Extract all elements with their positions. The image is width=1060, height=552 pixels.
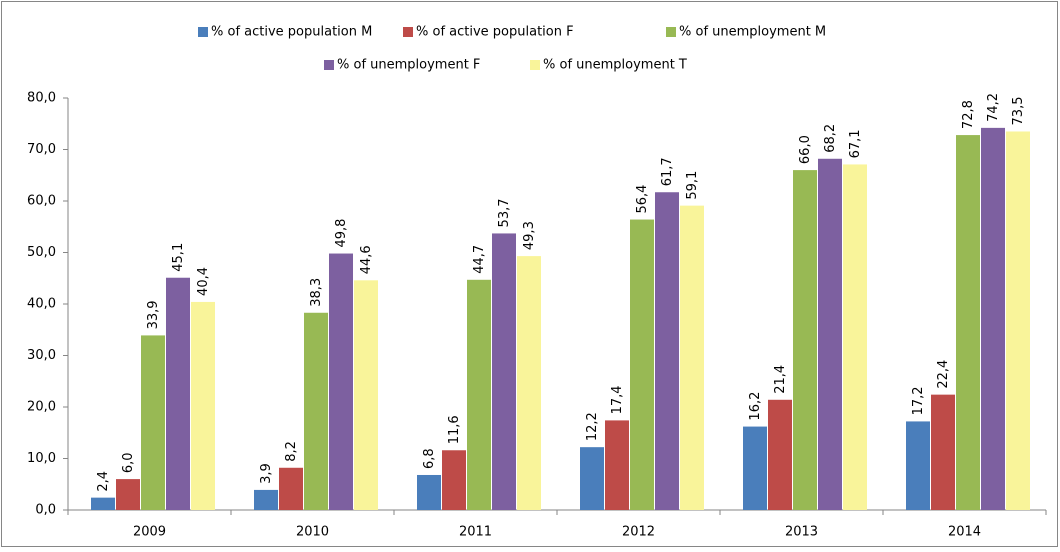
value-label: 44,6: [359, 245, 374, 274]
bar: [605, 420, 629, 510]
value-label: 45,1: [171, 243, 186, 272]
y-tick-label: 70,0: [27, 142, 56, 157]
value-label: 3,9: [259, 463, 274, 484]
bar: [956, 135, 980, 510]
bar: [843, 164, 867, 510]
bar: [116, 479, 140, 510]
value-label: 17,2: [911, 386, 926, 415]
x-tick-label: 2013: [785, 525, 818, 540]
y-tick-label: 20,0: [27, 400, 56, 415]
legend-swatch: [666, 27, 676, 37]
y-tick-label: 10,0: [27, 451, 56, 466]
value-label: 2,4: [96, 471, 111, 492]
bar: [254, 489, 278, 510]
bar: [442, 450, 466, 510]
bar: [417, 474, 441, 510]
bar: [931, 394, 955, 510]
bar: [467, 279, 491, 510]
bar: [981, 127, 1005, 511]
value-label: 49,3: [522, 221, 537, 250]
bar: [655, 192, 679, 510]
x-tick-label: 2010: [296, 525, 329, 540]
value-label: 16,2: [748, 392, 763, 421]
value-label: 49,8: [334, 219, 349, 248]
value-label: 38,3: [309, 278, 324, 307]
legend-label: % of unemployment F: [337, 58, 480, 73]
value-label: 22,4: [936, 360, 951, 389]
y-tick-label: 80,0: [27, 91, 56, 106]
legend-label: % of unemployment M: [679, 25, 826, 40]
bar: [1006, 131, 1030, 510]
value-label: 66,0: [798, 135, 813, 164]
y-tick-label: 40,0: [27, 297, 56, 312]
value-label: 17,4: [610, 385, 625, 414]
bar: [354, 280, 378, 510]
bar: [793, 170, 817, 510]
bar: [680, 205, 704, 510]
value-label: 44,7: [472, 245, 487, 274]
bar: [304, 312, 328, 510]
value-label: 8,2: [284, 441, 299, 462]
value-label: 59,1: [685, 171, 700, 200]
legend-swatch: [403, 27, 413, 37]
bar: [279, 467, 303, 510]
x-tick-label: 2009: [133, 525, 166, 540]
legend-swatch: [530, 60, 540, 70]
value-label: 12,2: [585, 412, 600, 441]
legend-swatch: [198, 27, 208, 37]
y-tick-label: 50,0: [27, 245, 56, 260]
value-label: 21,4: [773, 365, 788, 394]
bar: [141, 335, 165, 510]
x-tick-label: 2014: [948, 525, 981, 540]
legend-label: % of active population M: [211, 25, 372, 40]
bar: [191, 301, 215, 510]
value-label: 6,0: [121, 452, 136, 473]
bar: [580, 447, 604, 510]
legend-label: % of active population F: [416, 25, 574, 40]
value-label: 33,9: [146, 300, 161, 329]
legend-swatch: [324, 60, 334, 70]
value-label: 53,7: [497, 198, 512, 227]
bar: [329, 253, 353, 510]
bar: [517, 256, 541, 510]
value-label: 56,4: [635, 185, 650, 214]
value-label: 74,2: [986, 93, 1001, 122]
x-tick-label: 2011: [459, 525, 492, 540]
value-label: 6,8: [422, 448, 437, 469]
y-tick-label: 0,0: [35, 503, 56, 518]
y-tick-label: 30,0: [27, 348, 56, 363]
x-tick-label: 2012: [622, 525, 655, 540]
bar: [818, 158, 842, 510]
legend-label: % of unemployment T: [543, 58, 687, 73]
bar: [768, 399, 792, 510]
bar: [906, 421, 930, 510]
value-label: 61,7: [660, 157, 675, 186]
value-label: 68,2: [823, 124, 838, 153]
bar: [630, 219, 654, 511]
value-label: 73,5: [1011, 97, 1026, 126]
value-label: 40,4: [196, 267, 211, 296]
y-tick-label: 60,0: [27, 194, 56, 209]
value-label: 11,6: [447, 415, 462, 444]
bar: [492, 233, 516, 510]
bar: [743, 426, 767, 510]
value-label: 72,8: [961, 100, 976, 129]
value-label: 67,1: [848, 129, 863, 158]
bar: [166, 277, 190, 510]
bar: [91, 497, 115, 510]
